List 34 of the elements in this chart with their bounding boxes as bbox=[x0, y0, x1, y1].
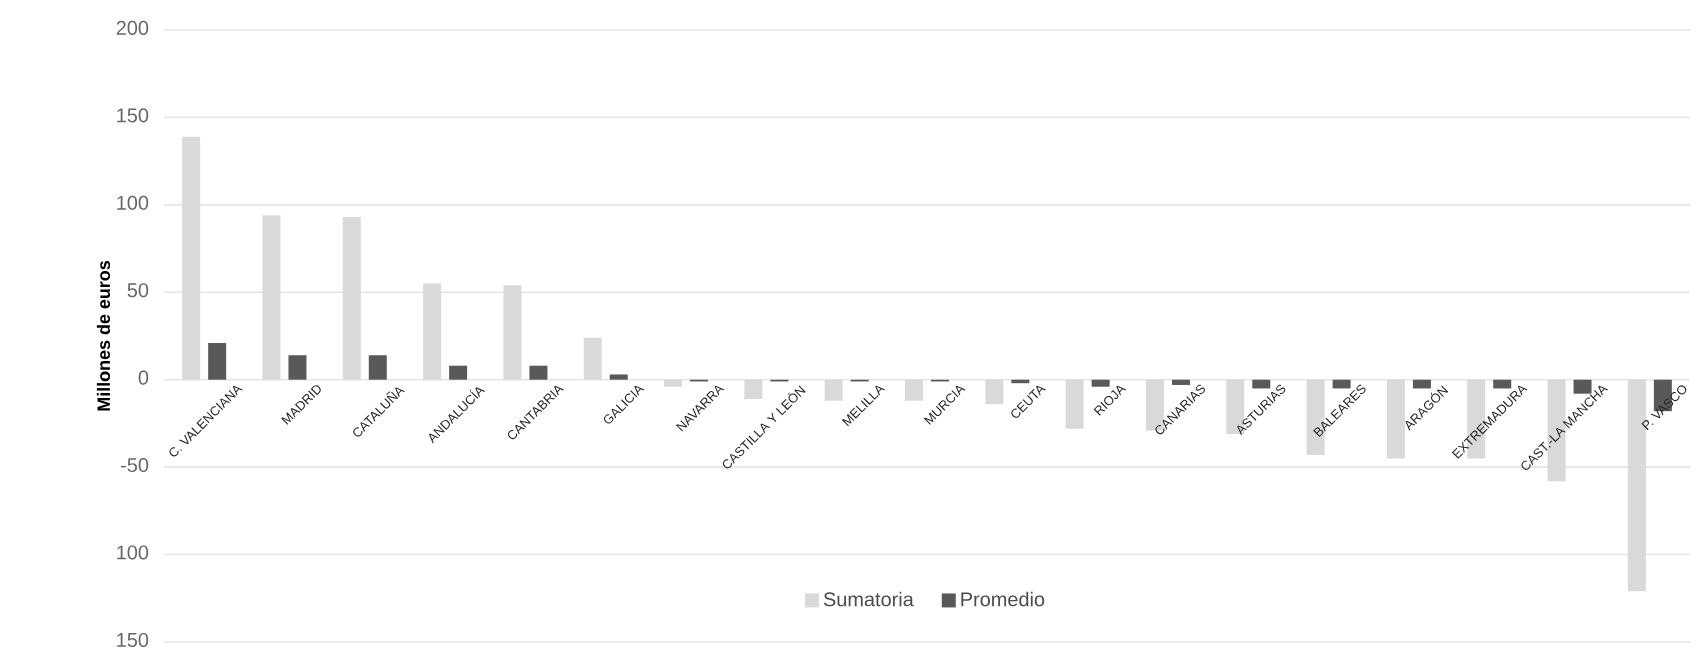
bar bbox=[1171, 379, 1190, 385]
y-tick-label: 200 bbox=[116, 20, 149, 35]
y-tick-label: 100 bbox=[117, 545, 149, 560]
bar bbox=[182, 136, 201, 380]
legend-label: Sumatoria bbox=[823, 591, 914, 607]
bar bbox=[824, 379, 843, 401]
bar bbox=[368, 355, 387, 380]
y-tick-label: 100 bbox=[117, 195, 149, 210]
y-tick-label: 50 bbox=[127, 283, 149, 298]
y-tick-label: 150 bbox=[117, 632, 149, 647]
bar bbox=[1493, 379, 1512, 389]
bar bbox=[529, 365, 548, 380]
bar bbox=[423, 283, 442, 380]
bar bbox=[1386, 379, 1405, 459]
bar bbox=[664, 379, 683, 387]
bar bbox=[744, 379, 763, 399]
bar bbox=[262, 215, 281, 380]
bar bbox=[1065, 379, 1084, 429]
y-tick-label: 150 bbox=[117, 108, 149, 123]
bar bbox=[449, 365, 468, 380]
bar bbox=[288, 355, 307, 380]
y-axis-title: Millones de euros bbox=[96, 260, 111, 411]
y-tick-label: -50 bbox=[121, 458, 149, 473]
bar bbox=[1091, 379, 1110, 387]
legend-label: Promedio bbox=[961, 591, 1045, 607]
bar bbox=[985, 379, 1004, 405]
bar bbox=[1412, 379, 1431, 389]
bar bbox=[342, 217, 361, 380]
y-tick-label: 0 bbox=[138, 370, 149, 385]
bar bbox=[208, 342, 227, 380]
bar bbox=[583, 337, 602, 380]
bar bbox=[905, 379, 924, 401]
bar bbox=[609, 374, 628, 380]
bar bbox=[503, 285, 522, 380]
